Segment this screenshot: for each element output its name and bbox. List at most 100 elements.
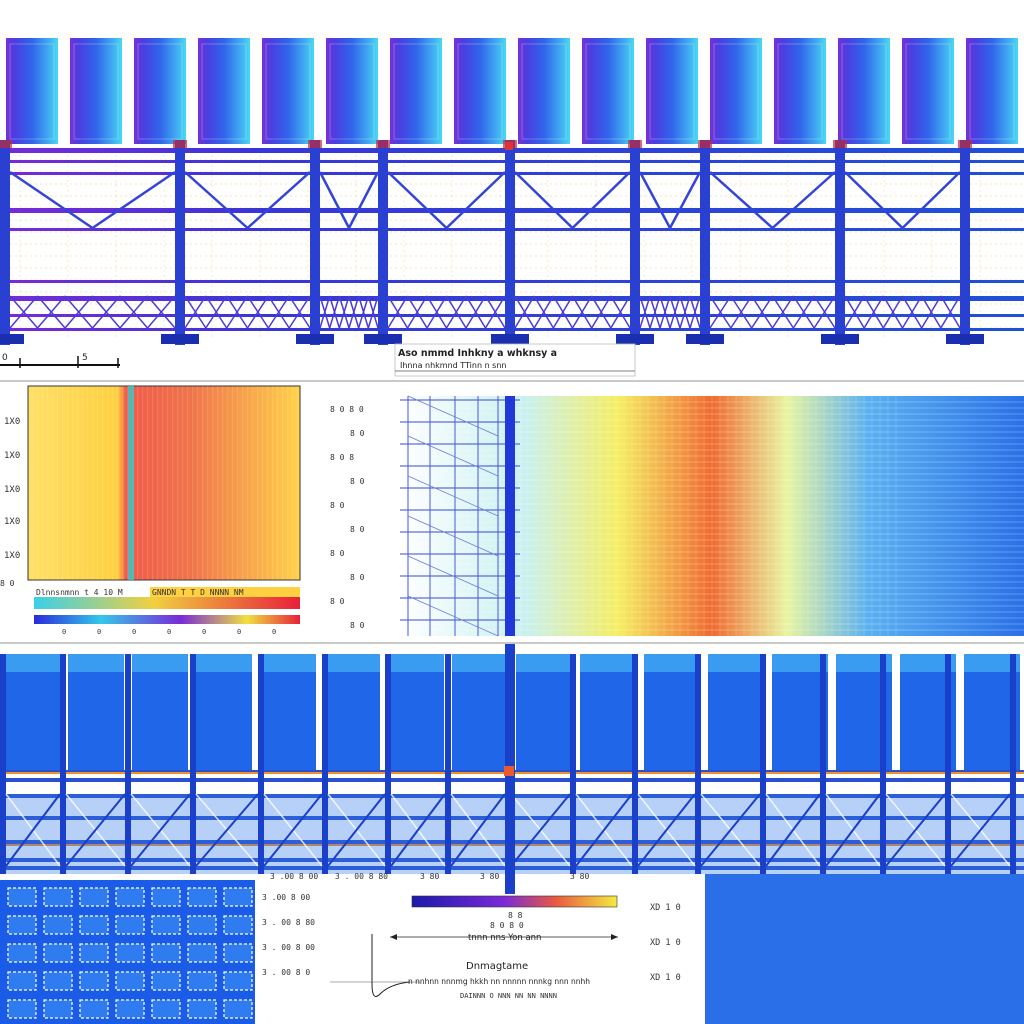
row-label: 1X0 bbox=[4, 551, 20, 561]
glazing-panel bbox=[4, 654, 60, 774]
column bbox=[175, 140, 185, 345]
glazing-panel-inner bbox=[841, 43, 887, 140]
truss-member bbox=[64, 295, 94, 329]
glazing-panel bbox=[70, 38, 122, 144]
glazing-panel-head bbox=[644, 654, 700, 672]
glazing-panel-head bbox=[772, 654, 828, 672]
heat-stripe bbox=[117, 386, 119, 580]
heat-stripe bbox=[152, 386, 154, 580]
truss-member bbox=[792, 295, 815, 329]
column-base bbox=[364, 334, 402, 344]
glazing-panel bbox=[774, 38, 826, 144]
frame-diagonal bbox=[407, 555, 499, 597]
center-node bbox=[505, 142, 513, 150]
heatmap-svg: 1X0 1X0 1X0 1X0 1X0 8 0 Dlnnsnmnn t 4 10 M G… bbox=[0, 385, 1024, 637]
column bbox=[1010, 654, 1016, 874]
glazing-panel-head bbox=[900, 654, 956, 672]
grid-cell bbox=[151, 943, 181, 963]
row-label: 8 0 bbox=[350, 477, 365, 486]
glazing-panel-inner bbox=[905, 43, 951, 140]
glazing-panel-inner bbox=[777, 43, 823, 140]
left-label: 3 . 00 8 00 bbox=[262, 943, 315, 952]
structure-top-svg: 0 5 Aso nmmd Inhkny a whknsy a Ihnna nhk… bbox=[0, 38, 1024, 377]
legend-desc: n nnhnn nnnmg hkkh nn nnnnn nnnkg nnn nn… bbox=[408, 977, 590, 986]
truss-member bbox=[328, 295, 341, 329]
scale-bar: 0 5 bbox=[0, 353, 120, 368]
truss-member bbox=[639, 295, 651, 329]
grid-cell bbox=[115, 887, 145, 907]
glazing-panel-head bbox=[196, 654, 252, 672]
glazing-panel-head bbox=[516, 654, 572, 672]
brace bbox=[9, 170, 94, 230]
brace bbox=[771, 171, 836, 229]
truss-member bbox=[406, 295, 428, 329]
truss-member bbox=[533, 295, 554, 329]
brace bbox=[390, 793, 446, 867]
heat-stripe bbox=[212, 386, 214, 580]
right-label: XD 1 0 bbox=[650, 903, 681, 913]
row-label: 1X0 bbox=[4, 451, 20, 461]
truss-member bbox=[226, 295, 249, 329]
left-label: 3 .00 8 00 bbox=[262, 893, 310, 902]
column-base bbox=[491, 334, 529, 344]
glazing-panel bbox=[902, 38, 954, 144]
right-label: XD 1 0 bbox=[650, 973, 681, 983]
truss-member bbox=[921, 295, 942, 329]
truss-member bbox=[288, 295, 311, 329]
truss-member bbox=[591, 295, 612, 329]
colorbar-2 bbox=[34, 615, 300, 624]
row-label: 1X0 bbox=[4, 417, 20, 427]
glazing-panel-inner bbox=[521, 43, 567, 140]
right-label: XD 1 0 bbox=[650, 938, 681, 948]
column-label: 3 80 bbox=[480, 872, 499, 881]
truss-member bbox=[771, 295, 794, 329]
column bbox=[125, 654, 131, 874]
scale-label-a: 0 bbox=[2, 353, 8, 363]
grid-cell bbox=[7, 887, 37, 907]
grid-cell bbox=[151, 971, 181, 991]
glazing-panel-inner bbox=[137, 43, 183, 140]
row-label: 1X0 bbox=[4, 485, 20, 495]
brace bbox=[709, 171, 774, 229]
heat-stripe bbox=[127, 386, 129, 580]
glazing-panel bbox=[646, 38, 698, 144]
colorbar-tick: 0 bbox=[132, 628, 136, 636]
heat-stripe bbox=[97, 386, 99, 580]
column bbox=[190, 654, 196, 874]
row-label: 1X0 bbox=[4, 517, 20, 527]
brace bbox=[327, 793, 386, 867]
heat-stripe bbox=[92, 386, 94, 580]
heat-stripe bbox=[162, 386, 164, 580]
brace bbox=[263, 793, 323, 867]
column bbox=[0, 140, 10, 345]
column bbox=[505, 140, 515, 345]
glazing-panel-inner bbox=[457, 43, 503, 140]
truss-member bbox=[689, 295, 701, 329]
truss-member bbox=[484, 295, 506, 329]
heat-stripe bbox=[77, 386, 79, 580]
heat-stripe bbox=[102, 386, 104, 580]
colorbar-label: Dlnnsnmnn t 4 10 M bbox=[36, 588, 123, 597]
grid-cell bbox=[43, 915, 73, 935]
heat-stripe bbox=[292, 386, 294, 580]
glazing-panel bbox=[388, 654, 444, 774]
column-joint bbox=[0, 140, 12, 148]
grid-cell bbox=[43, 971, 73, 991]
truss-member bbox=[9, 295, 39, 329]
truss-member bbox=[205, 295, 228, 329]
brace bbox=[825, 793, 881, 867]
brace bbox=[514, 171, 574, 229]
truss-member bbox=[184, 295, 207, 329]
heat-stripe bbox=[192, 386, 194, 580]
heat-stripe bbox=[242, 386, 244, 580]
heat-stripe bbox=[222, 386, 224, 580]
central-column bbox=[505, 396, 515, 636]
column-joint bbox=[308, 140, 322, 148]
glazing-panel-inner bbox=[393, 43, 439, 140]
glazing-panel bbox=[452, 654, 508, 774]
truss-member bbox=[610, 295, 631, 329]
glazing-panel-head bbox=[836, 654, 892, 672]
row-label: 8 0 bbox=[350, 525, 365, 534]
heat-stripe bbox=[62, 386, 64, 580]
glazing-panel bbox=[644, 654, 700, 774]
